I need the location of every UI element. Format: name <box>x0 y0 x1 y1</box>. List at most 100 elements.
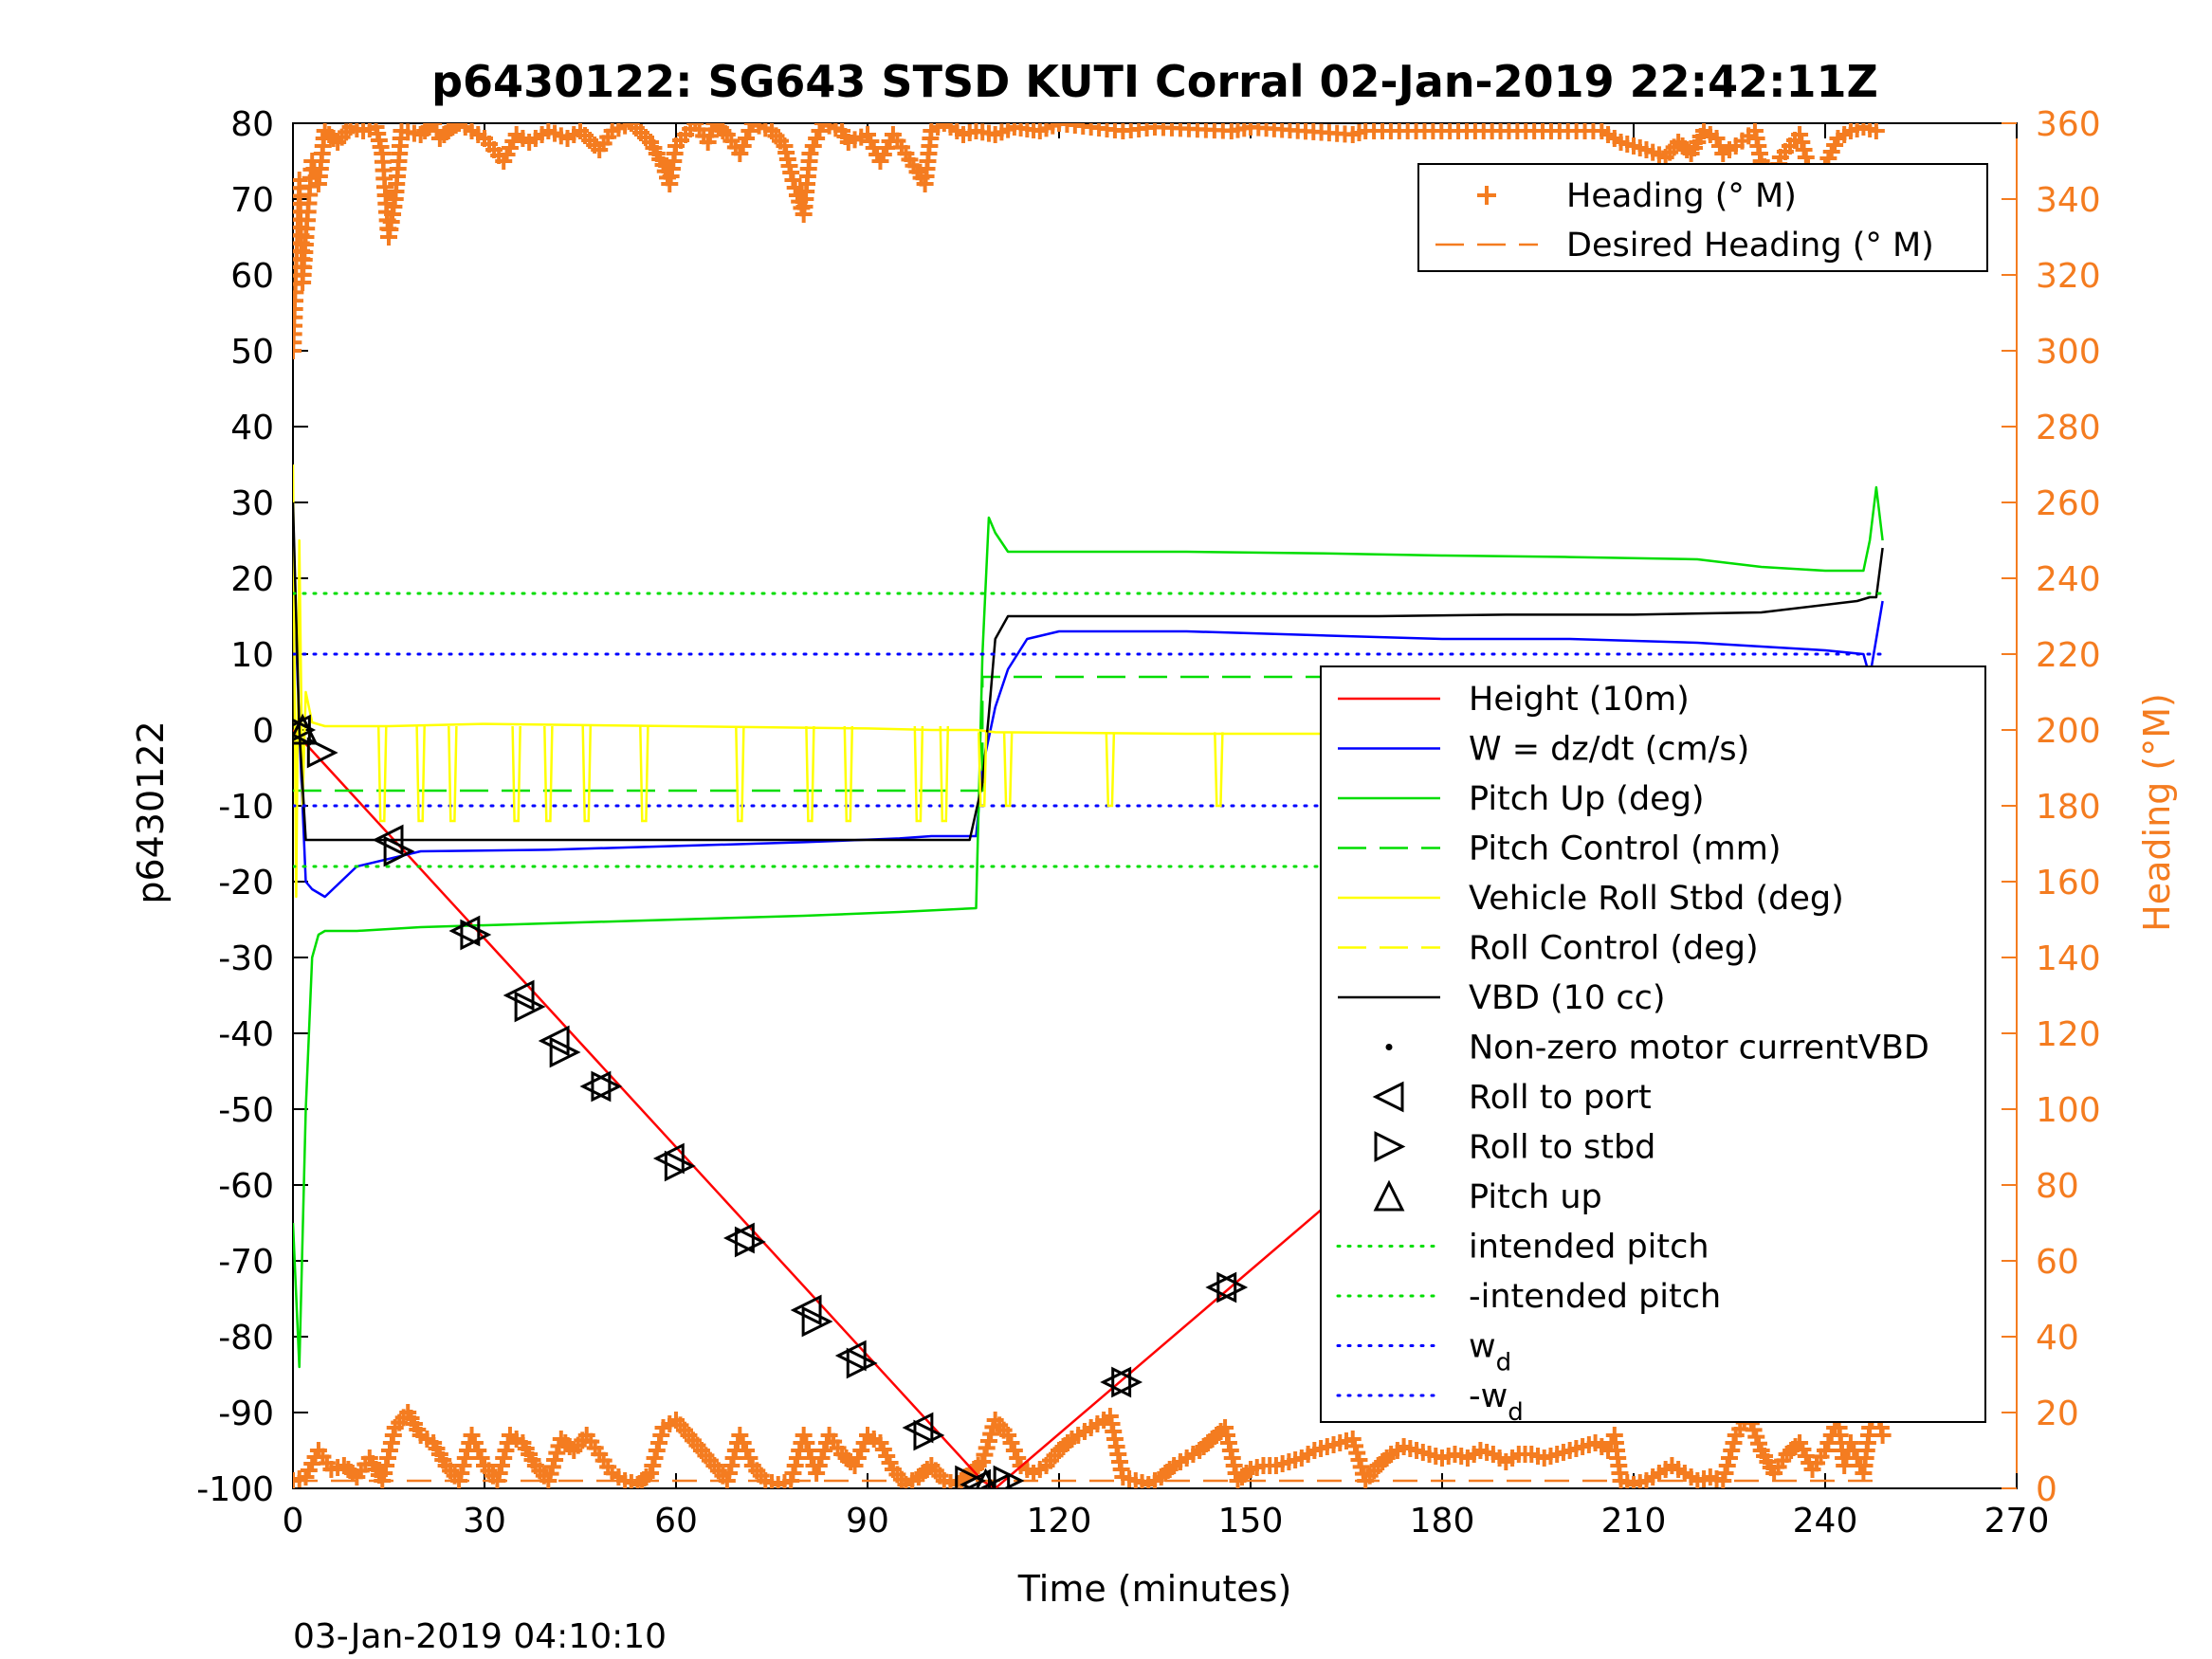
legend-item-pitch-control-mm-3: Pitch Control (mm) <box>1338 830 1781 868</box>
chart-title: p6430122: SG643 STSD KUTI Corral 02-Jan-… <box>431 56 1878 107</box>
y-tick-label: 50 <box>230 333 274 372</box>
legend-swatch-tri-up <box>1373 1179 1405 1212</box>
x-tick-label: 0 <box>283 1502 304 1540</box>
marker-roll-to-port <box>790 1294 822 1326</box>
y2-tick-label: 160 <box>2036 864 2101 902</box>
marker-roll-to-stbd <box>383 835 415 867</box>
x-tick-label: 120 <box>1027 1502 1092 1540</box>
y-tick-label: -100 <box>196 1470 274 1509</box>
marker-roll-to-port <box>652 1142 685 1175</box>
y2-tick-label: 20 <box>2036 1395 2079 1433</box>
y-tick-label: -40 <box>218 1015 274 1054</box>
heading-point <box>293 342 302 359</box>
marker-roll-to-stbd <box>549 1036 581 1068</box>
footer-timestamp: 03-Jan-2019 04:10:10 <box>293 1617 667 1656</box>
legend-item-heading-m-0: Heading (° M) <box>1477 177 1797 215</box>
legend-label: Roll to stbd <box>1469 1129 1655 1167</box>
legend-label: Non-zero motor currentVBD <box>1469 1030 1929 1067</box>
legend-item-intended-pitch-11: intended pitch <box>1336 1229 1709 1267</box>
legend-label: Pitch Up (deg) <box>1469 780 1705 818</box>
x-tick-label: 180 <box>1410 1502 1475 1540</box>
marker-roll-to-stbd <box>1111 1366 1143 1398</box>
y-tick-label: 30 <box>230 484 274 523</box>
heading-point <box>1874 1427 1892 1444</box>
legend-label: Heading (° M) <box>1566 177 1797 215</box>
marker-roll-to-stbd <box>955 1465 987 1488</box>
y2-tick-label: 140 <box>2036 939 2101 978</box>
y2-tick-label: 180 <box>2036 788 2101 827</box>
legend-heading: Heading (° M) Desired Heading (° M) <box>1417 163 1988 272</box>
y-tick-label: -80 <box>218 1319 274 1358</box>
legend-label: VBD (10 cc) <box>1469 979 1666 1017</box>
marker-roll-to-stbd <box>913 1419 945 1451</box>
y-tick-label: -50 <box>218 1091 274 1130</box>
x-tick-label: 240 <box>1793 1502 1858 1540</box>
y-ticks: 80 70 60 50 40 30 20 10 0 -10 -20 -30 -40 -50 -60 -70 -8… <box>196 105 308 1509</box>
roll-spike <box>511 725 521 823</box>
legend-label: intended pitch <box>1469 1229 1709 1267</box>
roll-spike <box>913 725 924 823</box>
y2-tick-label: 220 <box>2036 636 2101 675</box>
x-tick-label: 270 <box>1984 1502 2050 1540</box>
y-tick-label: -30 <box>218 939 274 978</box>
x-ticks: 0 30 60 90 120 150 180 210 240 270 <box>283 123 2050 1540</box>
legend-item-roll-to-stbd-9: Roll to stbd <box>1374 1129 1655 1167</box>
legend-item-non-zero-motor-currentvbd-7: Non-zero motor currentVBD <box>1385 1030 1929 1067</box>
legend-label: Desired Heading (° M) <box>1566 227 1934 264</box>
marker-roll-to-stbd <box>801 1305 833 1338</box>
marker-roll-to-port <box>579 1070 612 1103</box>
y2-tick-label: 300 <box>2036 333 2101 372</box>
legend-item-w-dz-dt-cm-s-1: W = dz/dt (cm/s) <box>1338 731 1749 769</box>
roll-spike <box>735 725 745 823</box>
legend-box <box>1417 163 1988 272</box>
marker-roll-to-stbd <box>734 1226 766 1258</box>
marker-roll-to-port <box>538 1025 570 1057</box>
series-vbd-10-cc <box>293 501 1884 842</box>
y2-tick-label: 360 <box>2036 105 2101 144</box>
series-pitch-up-deg <box>293 485 1884 1369</box>
marker-roll-to-stbd <box>306 737 338 769</box>
legend-item-roll-control-deg-5: Roll Control (deg) <box>1338 930 1759 968</box>
legend-label: W = dz/dt (cm/s) <box>1469 731 1749 769</box>
marker-roll-to-port <box>902 1412 934 1444</box>
roll-spike <box>1105 732 1116 808</box>
marker-roll-to-stbd <box>993 1465 1025 1488</box>
marker-roll-to-port <box>834 1340 867 1372</box>
y2-tick-label: 340 <box>2036 181 2101 220</box>
y2-tick-label: 40 <box>2036 1319 2079 1358</box>
legend-item-pitch-up-10: Pitch up <box>1373 1178 1602 1216</box>
roll-spike <box>376 725 388 823</box>
legend-main: Height (10m) W = dz/dt (cm/s) Pitch Up (de… <box>1320 665 1986 1427</box>
heading-point <box>1867 123 1885 139</box>
legend-item-height-10m-0: Height (10m) <box>1338 681 1690 719</box>
heading-band-top <box>293 123 1885 359</box>
roll-spike <box>805 725 815 823</box>
heading-point <box>1051 123 1068 132</box>
y-tick-label: 0 <box>252 712 274 751</box>
legend-item-roll-to-port-8: Roll to port <box>1372 1079 1652 1117</box>
x-tick-label: 30 <box>463 1502 506 1540</box>
legend-label: Roll Control (deg) <box>1469 930 1759 968</box>
marker-pitch-up <box>293 713 319 745</box>
y2-tick-label: 260 <box>2036 484 2101 523</box>
y-tick-label: 80 <box>230 105 274 144</box>
legend-label: Pitch Control (mm) <box>1469 830 1781 868</box>
legend-item-vbd-10-cc-6: VBD (10 cc) <box>1338 979 1666 1017</box>
y2-tick-label: 200 <box>2036 712 2101 751</box>
legend-label: Vehicle Roll Stbd (deg) <box>1469 880 1844 918</box>
y2-tick-label: 100 <box>2036 1091 2101 1130</box>
y2-tick-label: 60 <box>2036 1243 2079 1282</box>
marker-roll-to-port <box>503 979 535 1012</box>
series-w-dz-dt-cm-s <box>293 539 1884 899</box>
roll-spike <box>543 725 554 823</box>
y2-tick-label: 280 <box>2036 409 2101 447</box>
roll-spike <box>581 725 593 823</box>
roll-spike <box>843 725 854 823</box>
x-tick-label: 150 <box>1218 1502 1284 1540</box>
y2-ticks: 3603403203002802602402202001801601401201… <box>2002 105 2101 1509</box>
roll-spike <box>448 725 458 823</box>
y2-tick-label: 80 <box>2036 1167 2079 1206</box>
roll-spike <box>939 725 950 823</box>
marker-roll-to-stbd <box>846 1347 878 1379</box>
